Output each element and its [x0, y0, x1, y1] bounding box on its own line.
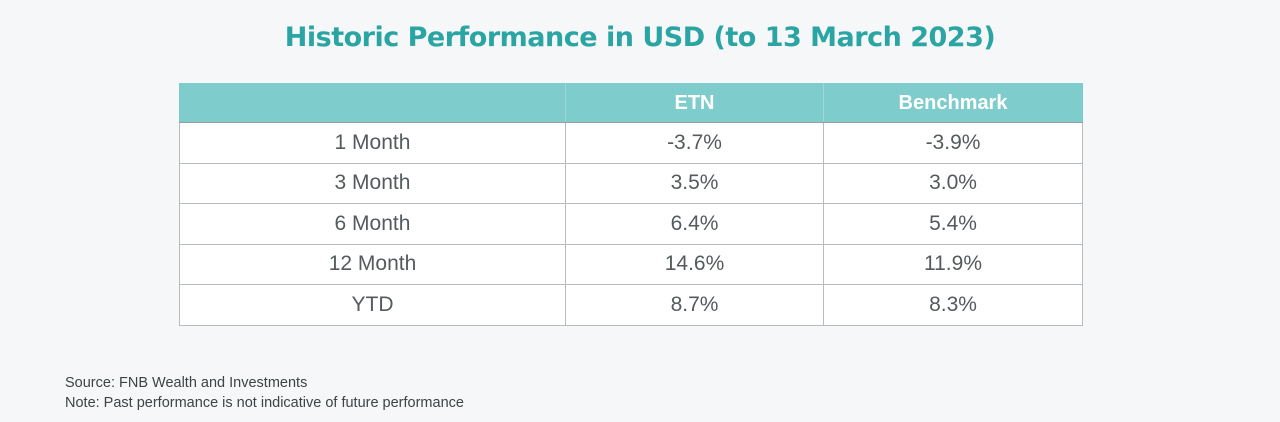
table-row: 12 Month 14.6% 11.9% [179, 243, 1083, 285]
row-benchmark-value: 8.3% [823, 284, 1083, 326]
row-etn-value: 6.4% [565, 203, 824, 245]
row-benchmark-value: -3.9% [823, 122, 1083, 164]
row-period: 12 Month [179, 243, 566, 285]
page-title: Historic Performance in USD (to 13 March… [284, 22, 996, 53]
row-benchmark-value: 5.4% [823, 203, 1083, 245]
row-etn-value: 3.5% [565, 162, 824, 204]
header-benchmark: Benchmark [823, 83, 1083, 123]
source-note: Source: FNB Wealth and Investments [65, 375, 308, 391]
row-period: 3 Month [179, 162, 566, 204]
table-row: 1 Month -3.7% -3.9% [179, 122, 1083, 164]
row-etn-value: 8.7% [565, 284, 824, 326]
row-period: YTD [179, 284, 566, 326]
performance-table: ETN Benchmark 1 Month -3.7% -3.9% 3 Mont… [179, 83, 1083, 326]
table-row: 6 Month 6.4% 5.4% [179, 203, 1083, 245]
table-row: 3 Month 3.5% 3.0% [179, 162, 1083, 204]
footer-notes: Source: FNB Wealth and Investments Note:… [65, 373, 464, 413]
row-period: 1 Month [179, 122, 566, 164]
row-period: 6 Month [179, 203, 566, 245]
row-benchmark-value: 11.9% [823, 243, 1083, 285]
header-period [179, 83, 566, 123]
table-header-row: ETN Benchmark [179, 83, 1083, 123]
row-etn-value: -3.7% [565, 122, 824, 164]
row-benchmark-value: 3.0% [823, 162, 1083, 204]
header-etn: ETN [565, 83, 824, 123]
row-etn-value: 14.6% [565, 243, 824, 285]
table-row: YTD 8.7% 8.3% [179, 284, 1083, 326]
disclaimer-note: Note: Past performance is not indicative… [65, 395, 464, 411]
